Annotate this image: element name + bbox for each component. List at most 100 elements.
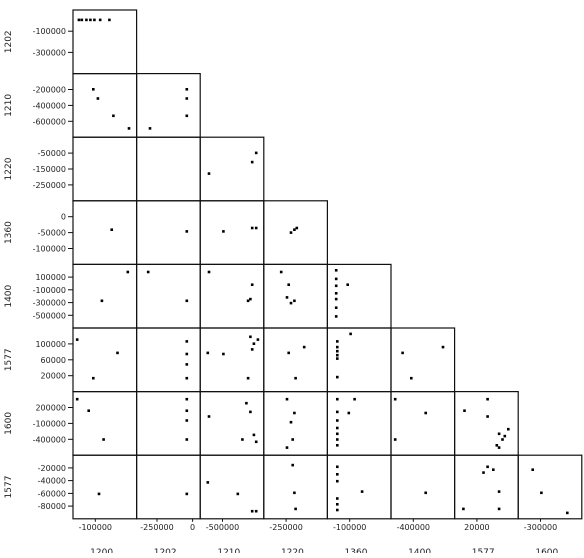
matrix-cell-frame — [72, 327, 138, 393]
data-point — [486, 397, 489, 401]
data-point — [206, 481, 210, 484]
data-point — [207, 270, 211, 274]
row-tick-label: -400000 — [33, 101, 66, 110]
row-variable-label: 1210 — [4, 94, 14, 117]
data-point — [93, 18, 96, 22]
data-point — [241, 438, 244, 441]
data-point — [336, 432, 339, 436]
row-variable-label: 1577 — [4, 476, 14, 499]
data-point — [249, 335, 252, 339]
data-point — [289, 231, 293, 234]
row-tick-label: -100000 — [33, 419, 66, 428]
row-tick-label: -400000 — [33, 435, 66, 444]
column-tick-label: -100000 — [333, 523, 366, 532]
data-point — [497, 432, 501, 436]
row-variable-label: 1220 — [4, 157, 14, 180]
data-point — [336, 465, 339, 469]
data-point — [293, 228, 296, 231]
column-tick-label: -300000 — [524, 523, 557, 532]
data-point — [250, 509, 254, 513]
data-point — [285, 296, 289, 299]
data-point — [236, 492, 240, 496]
column-tick-label: -500000 — [206, 523, 239, 532]
data-point — [424, 491, 427, 495]
data-point — [462, 507, 465, 511]
row-tick-label: -20000 — [38, 464, 66, 473]
data-point — [127, 127, 131, 130]
data-point — [293, 299, 296, 303]
matrix-cell-frame — [263, 200, 328, 266]
matrix-cell-frame — [136, 327, 201, 393]
data-point — [507, 427, 510, 431]
data-point — [250, 226, 254, 230]
data-point — [249, 410, 252, 414]
data-point — [291, 438, 294, 441]
row-tick-label: -100000 — [33, 27, 66, 36]
data-point — [222, 230, 225, 233]
data-point — [249, 297, 252, 301]
data-point — [334, 306, 338, 309]
data-point — [336, 438, 339, 441]
data-point — [289, 301, 293, 305]
column-variable-label: 1577 — [472, 548, 495, 553]
matrix-cell-frame — [72, 454, 138, 520]
data-point — [185, 363, 189, 366]
data-point — [256, 338, 260, 341]
column-variable-label: 1200 — [90, 548, 113, 553]
row-tick-label: -60000 — [38, 489, 66, 498]
data-point — [254, 151, 258, 155]
data-point — [501, 438, 504, 441]
matrix-cell-frame — [72, 136, 138, 202]
data-point — [334, 277, 338, 281]
column-variable-label: 1220 — [281, 548, 304, 553]
matrix-cell-frame — [136, 72, 201, 138]
data-point — [102, 438, 105, 441]
data-point — [336, 357, 339, 360]
column-tick-label: -250000 — [269, 523, 302, 532]
data-point — [424, 411, 427, 415]
row-variable-label: 1400 — [4, 284, 14, 307]
row-variable-label: 1360 — [4, 221, 14, 244]
data-point — [285, 446, 289, 449]
row-tick-label: -250000 — [33, 181, 66, 190]
data-point — [207, 172, 211, 175]
matrix-cell-frame — [199, 200, 265, 266]
data-point — [497, 446, 501, 449]
data-point — [336, 503, 339, 506]
matrix-cell-frame — [454, 391, 519, 456]
row-tick-label: -100000 — [33, 286, 66, 295]
data-point — [185, 114, 189, 118]
data-point — [360, 490, 364, 493]
data-point — [486, 465, 489, 469]
data-point — [495, 444, 499, 447]
data-point — [185, 340, 189, 343]
row-tick-label: -150000 — [33, 165, 66, 174]
row-variable-label: 1577 — [4, 348, 14, 371]
column-tick-label: 20000 — [464, 523, 489, 532]
matrix-cell-frame — [136, 200, 201, 266]
data-point — [252, 433, 256, 437]
data-point — [334, 284, 338, 288]
row-tick-label: -300000 — [33, 48, 66, 57]
data-point — [108, 18, 111, 22]
column-tick-label: -400000 — [397, 523, 430, 532]
row-tick-label: -100000 — [33, 245, 66, 254]
data-point — [334, 315, 338, 318]
data-point — [441, 345, 445, 349]
data-point — [98, 18, 102, 22]
row-tick-label: -40000 — [38, 477, 66, 486]
data-point — [346, 283, 349, 286]
data-point — [246, 376, 250, 380]
row-tick-label: 0 — [61, 213, 66, 222]
data-point — [116, 351, 119, 355]
data-point — [185, 376, 189, 380]
matrix-cell-frame — [72, 72, 138, 138]
column-variable-label: 1600 — [535, 548, 558, 553]
data-point — [334, 292, 338, 295]
row-variable-label: 1600 — [4, 412, 14, 435]
data-point — [207, 415, 211, 418]
row-tick-label: -80000 — [38, 502, 66, 511]
data-point — [336, 426, 339, 430]
data-point — [185, 492, 189, 496]
